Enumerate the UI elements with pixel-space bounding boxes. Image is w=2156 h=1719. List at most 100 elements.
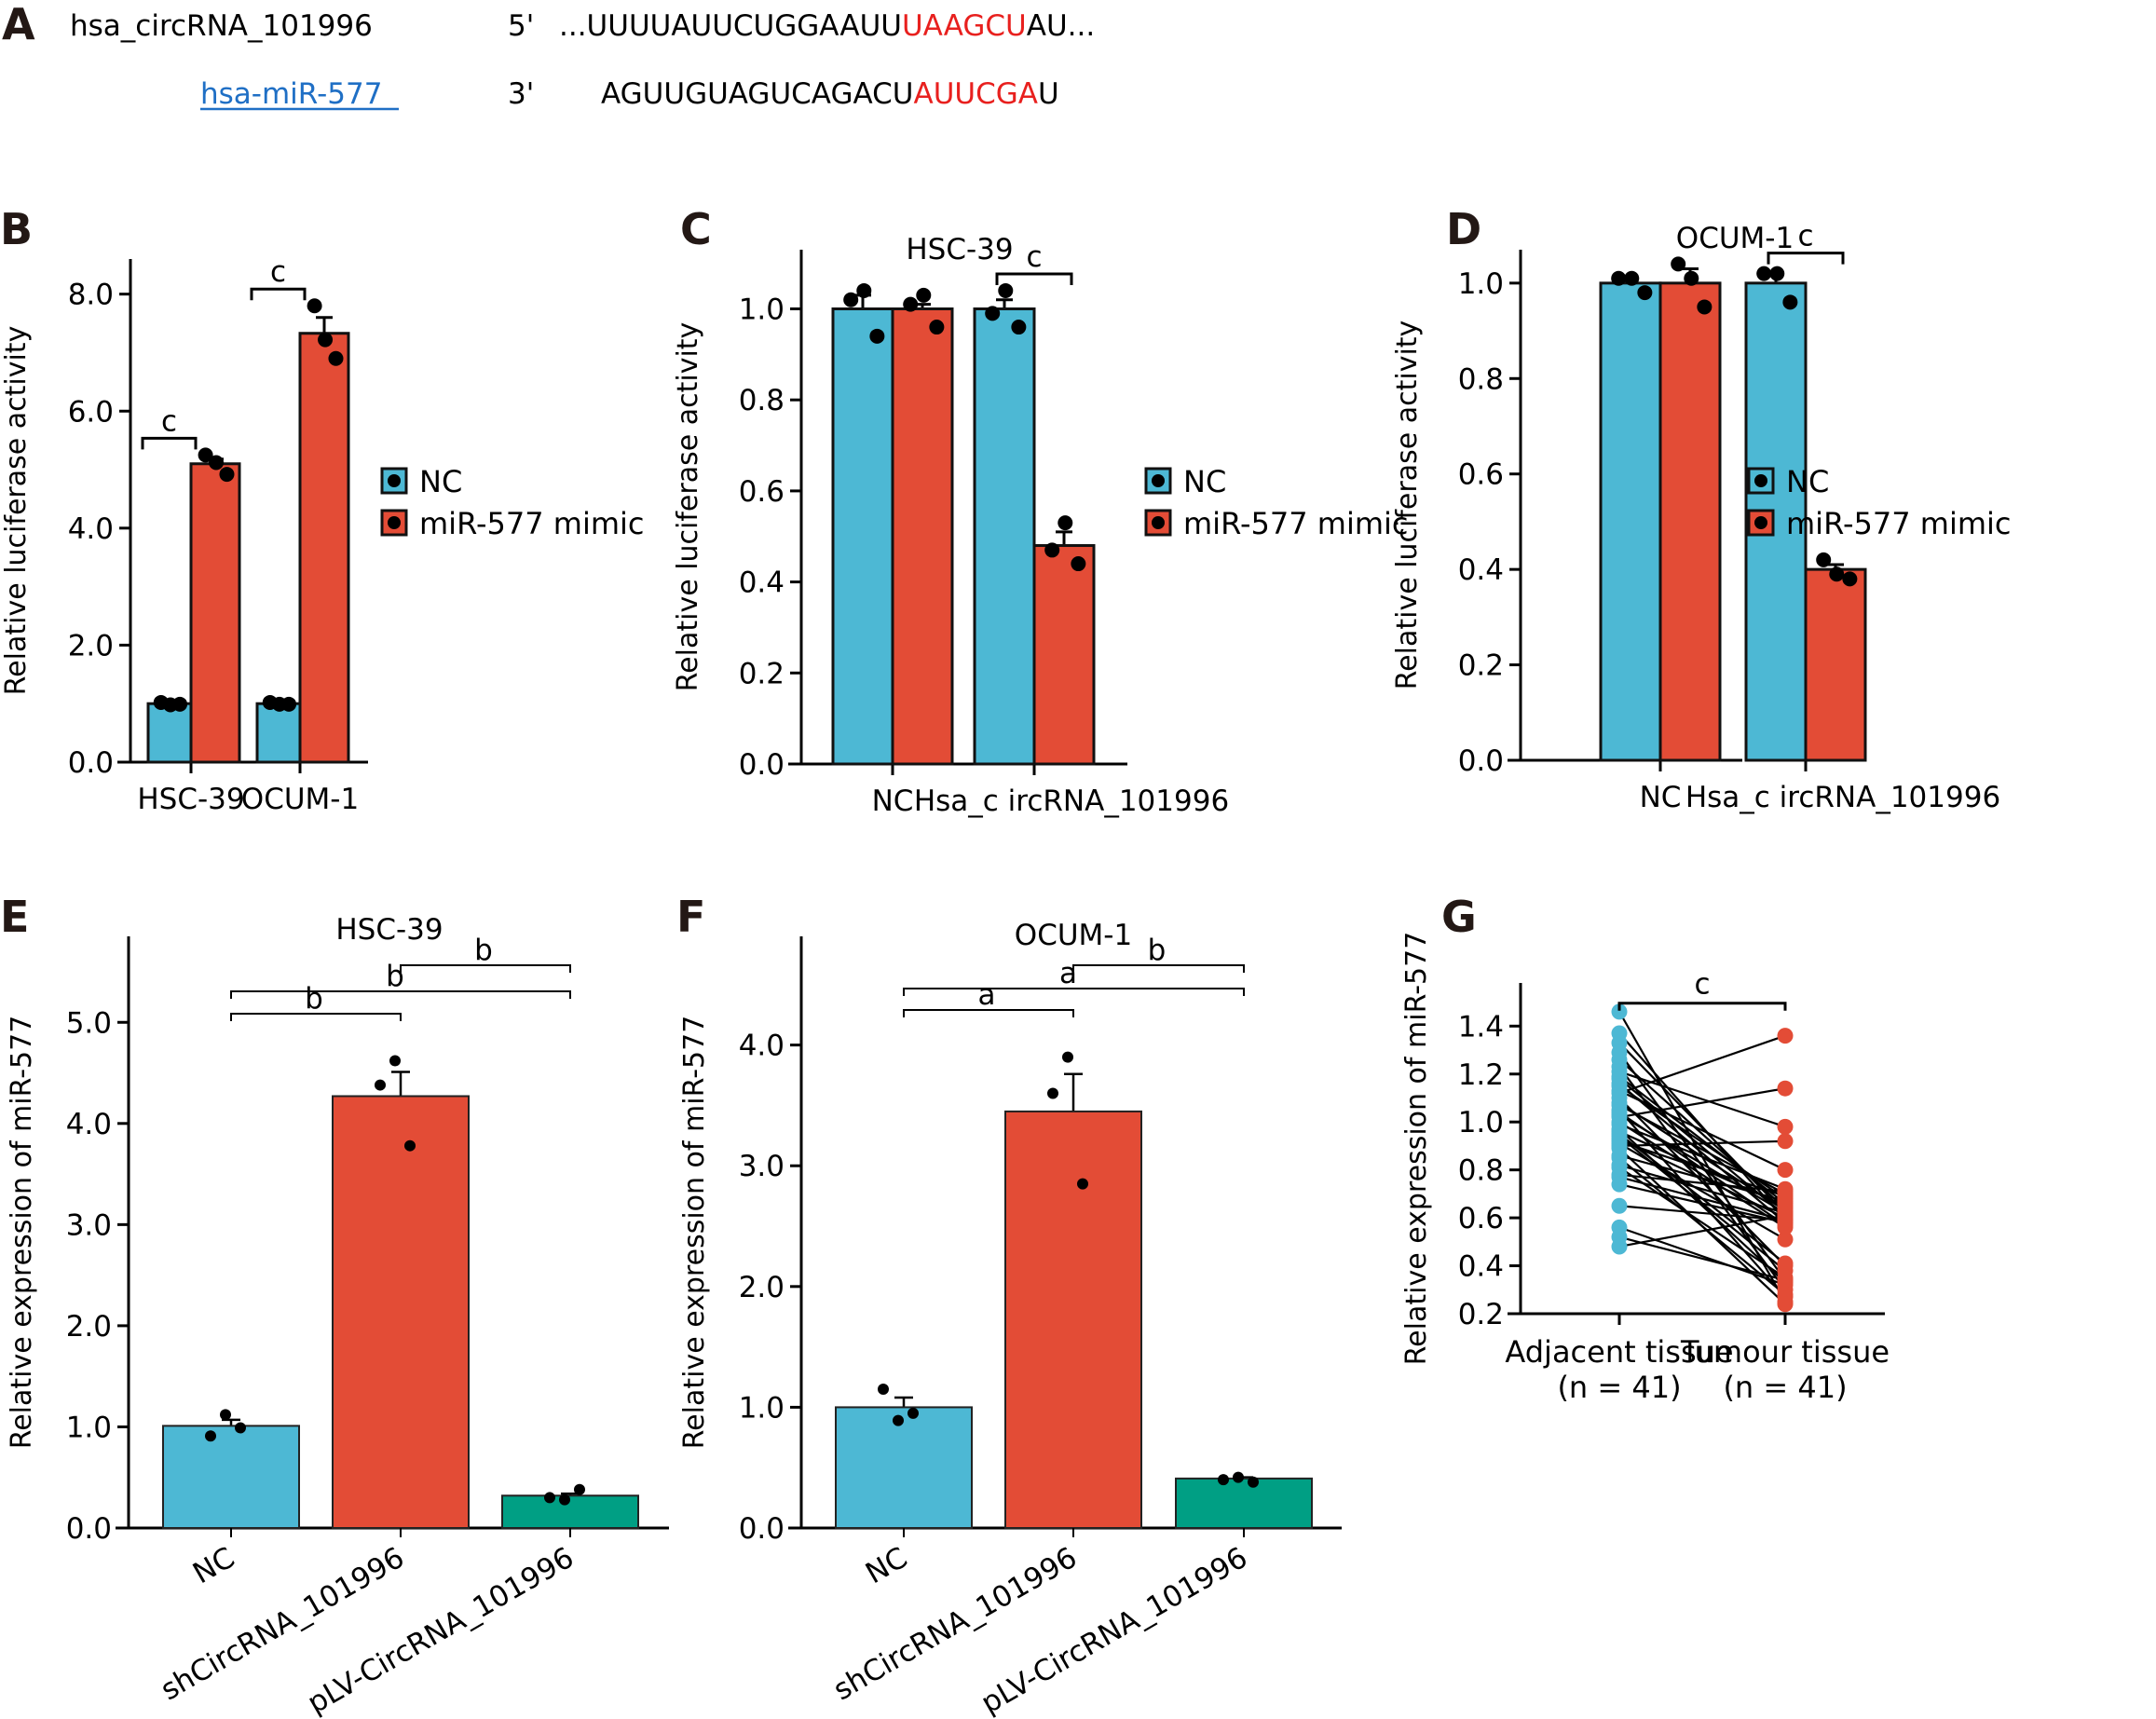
y-tick-label: 0.4 bbox=[739, 566, 785, 600]
pair-line bbox=[1618, 1123, 1786, 1191]
pair-line bbox=[1618, 1113, 1786, 1214]
bar-nc bbox=[973, 307, 1036, 766]
data-point bbox=[220, 1409, 231, 1421]
legend-dot-icon bbox=[388, 516, 401, 529]
y-tick-label: 2.0 bbox=[68, 629, 114, 662]
tumour-point bbox=[1777, 1272, 1794, 1289]
pair-line bbox=[1618, 1214, 1786, 1248]
y-tick-label: 0.8 bbox=[739, 384, 785, 417]
panel-g: G 0.2 0.4 0.6 0.8 1.0 1.2 1.4 Relative expressio… bbox=[1400, 892, 1890, 1405]
data-point bbox=[389, 1055, 401, 1067]
tumour-point bbox=[1777, 1028, 1794, 1044]
y-tick-label: 0.8 bbox=[1458, 362, 1504, 396]
data-point bbox=[1842, 571, 1858, 587]
x-tick-n-label: (n = 41) bbox=[1723, 1370, 1847, 1405]
pair-line bbox=[1618, 1121, 1786, 1229]
pair-line bbox=[1618, 1034, 1786, 1095]
significance-bracket bbox=[230, 1013, 402, 1021]
data-point bbox=[1671, 256, 1686, 272]
tumour-point bbox=[1777, 1133, 1794, 1150]
y-tick-label: 3.0 bbox=[739, 1150, 785, 1183]
mirna-name-link[interactable]: hsa-miR-577 bbox=[200, 77, 382, 111]
legend-swatch bbox=[380, 467, 408, 495]
bar-nc bbox=[835, 1406, 973, 1530]
pair-line bbox=[1618, 1142, 1786, 1241]
significance-label: b bbox=[474, 934, 493, 967]
pair-line bbox=[1618, 1166, 1786, 1279]
x-tick-label: NC bbox=[1640, 781, 1682, 814]
data-point bbox=[281, 696, 297, 712]
pair-line bbox=[1618, 1083, 1786, 1224]
y-tick-label: 4.0 bbox=[68, 512, 114, 546]
x-tick-label: HSC-39 bbox=[137, 783, 244, 816]
bar-shcircrna-101996 bbox=[332, 1095, 470, 1529]
data-point bbox=[328, 350, 344, 366]
data-point bbox=[1044, 542, 1060, 558]
y-tick-label: 0.6 bbox=[1458, 1202, 1504, 1235]
significance-label: b bbox=[305, 982, 323, 1016]
circrna-end-label: 5' bbox=[508, 9, 534, 43]
data-point bbox=[929, 320, 945, 335]
circrna-seq-pre: ...UUUUAUUCUGGAAUU bbox=[559, 9, 902, 43]
x-tick-label: OCUM-1 bbox=[241, 783, 359, 816]
significance-bracket bbox=[400, 964, 571, 973]
bar-plv-circrna-101996 bbox=[501, 1494, 639, 1530]
data-point bbox=[1769, 266, 1785, 281]
pair-line bbox=[1618, 1154, 1786, 1203]
significance-label: a bbox=[978, 978, 996, 1012]
legend-dot-icon bbox=[1152, 474, 1165, 487]
x-tick-label: pLV-CircRNA_101996 bbox=[976, 1541, 1253, 1719]
data-point bbox=[574, 1483, 585, 1495]
bar-nc bbox=[1599, 281, 1662, 762]
y-tick-label: 0.0 bbox=[1458, 744, 1504, 778]
data-point bbox=[172, 696, 188, 712]
y-tick-label: 0.6 bbox=[1458, 458, 1504, 492]
data-point bbox=[907, 1407, 919, 1419]
y-tick-label: 1.4 bbox=[1458, 1010, 1504, 1044]
x-tick-label: Adjacent tissue bbox=[1505, 1334, 1733, 1370]
data-point bbox=[1697, 299, 1713, 315]
circrna-name: hsa_circRNA_101996 bbox=[70, 9, 373, 43]
pair-line bbox=[1618, 1176, 1786, 1221]
data-point bbox=[878, 1383, 889, 1395]
x-tick-label: pLV-CircRNA_101996 bbox=[302, 1541, 580, 1719]
y-tick-label: 4.0 bbox=[66, 1108, 112, 1141]
y-tick-label: 6.0 bbox=[68, 395, 114, 429]
y-tick-label: 3.0 bbox=[66, 1208, 112, 1242]
panel-letter-c: C bbox=[680, 204, 712, 254]
data-point bbox=[1062, 1051, 1073, 1063]
significance-bracket bbox=[1617, 1002, 1787, 1011]
significance-label: b bbox=[1148, 934, 1167, 967]
panel-title: OCUM-1 bbox=[1015, 919, 1132, 952]
legend-dot-icon bbox=[1754, 516, 1767, 529]
pair-line bbox=[1618, 1071, 1786, 1128]
y-tick-label: 2.0 bbox=[739, 1271, 785, 1304]
pair-line bbox=[1618, 1205, 1786, 1221]
tumour-point bbox=[1777, 1162, 1794, 1179]
significance-bracket bbox=[903, 988, 1245, 996]
significance-bracket bbox=[250, 287, 307, 301]
tumour-point bbox=[1777, 1080, 1794, 1097]
y-tick-label: 0.4 bbox=[1458, 1250, 1504, 1284]
panel-letter-e: E bbox=[0, 892, 29, 942]
pair-line bbox=[1618, 1226, 1786, 1287]
data-point bbox=[307, 298, 322, 314]
legend-dot-icon bbox=[1754, 474, 1767, 487]
significance-label: c bbox=[1026, 240, 1042, 274]
y-tick-label: 0.0 bbox=[66, 1512, 112, 1546]
pair-line bbox=[1618, 1183, 1786, 1224]
data-point bbox=[375, 1079, 386, 1091]
data-point bbox=[856, 282, 872, 298]
data-point bbox=[985, 306, 1001, 321]
data-point bbox=[903, 296, 919, 312]
data-point bbox=[1248, 1476, 1259, 1488]
panel-letter-d: D bbox=[1446, 204, 1481, 254]
significance-label: c bbox=[1694, 968, 1710, 1002]
panel-d: D 0.0 0.2 0.4 0.6 0.8 1.0 Relative luciferase a… bbox=[1391, 204, 2012, 814]
tumour-point bbox=[1777, 1231, 1794, 1248]
adjacent-point bbox=[1611, 1176, 1628, 1193]
y-tick-label: 0.0 bbox=[739, 748, 785, 782]
x-tick-label: Hsa_c ircRNA_101996 bbox=[1685, 781, 2000, 814]
mirna-seq-post: U bbox=[1038, 77, 1059, 111]
data-point bbox=[1047, 1087, 1058, 1099]
